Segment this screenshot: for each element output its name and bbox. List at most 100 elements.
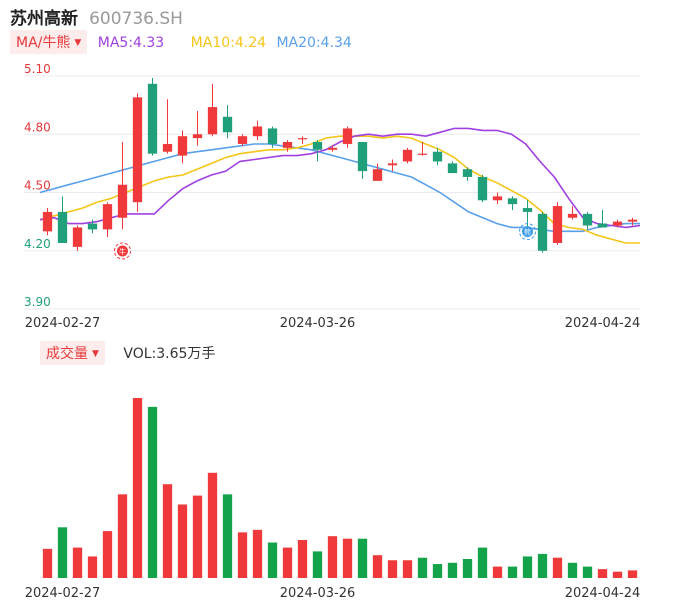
candle-body <box>57 211 68 243</box>
candle-body <box>207 107 218 135</box>
ma5-line <box>39 127 641 229</box>
volume-bar <box>72 547 83 578</box>
volume-bar <box>117 494 128 578</box>
candle-body <box>177 136 188 156</box>
candle-body <box>117 184 128 218</box>
volume-bar <box>402 560 413 578</box>
volume-bar <box>492 566 503 578</box>
candle-body <box>462 169 473 177</box>
volume-bar <box>432 564 443 578</box>
volume-bar <box>537 553 548 578</box>
volume-bar <box>357 538 368 578</box>
marker-label: 熊 <box>524 228 531 237</box>
candle-body <box>312 142 323 150</box>
candle-body <box>237 136 248 144</box>
volume-bar <box>462 558 473 578</box>
y-tick-label: 4.20 <box>24 237 51 251</box>
candle-body <box>267 128 278 144</box>
y-tick-label: 4.80 <box>24 120 51 134</box>
volume-bar <box>312 551 323 578</box>
candle-body <box>372 169 383 181</box>
chevron-down-icon: ▼ <box>92 349 99 359</box>
candle-body <box>432 151 443 162</box>
volume-bar <box>177 504 188 578</box>
ma10-legend: MA10:4.24 <box>190 35 267 51</box>
ma-legend: MA/牛熊 ▼ MA5:4.33 MA10:4.24 MA20:4.34 <box>10 30 352 54</box>
candle-body <box>417 153 428 155</box>
indicator-selector[interactable]: MA/牛熊 ▼ <box>10 30 88 54</box>
volume-bar <box>297 539 308 578</box>
x-tick-label: 2024-02-27 <box>25 586 101 601</box>
volume-bar <box>447 562 458 578</box>
volume-bar <box>267 542 278 578</box>
volume-bar <box>162 484 173 578</box>
y-tick-label: 4.50 <box>24 179 51 193</box>
volume-legend: 成交量 ▼ VOL:3.65万手 <box>40 341 216 365</box>
candle-body <box>72 227 83 247</box>
candle-body <box>222 116 233 133</box>
volume-bar <box>582 566 593 578</box>
volume-selector-label: 成交量 <box>46 346 88 362</box>
marker-dot <box>522 226 533 238</box>
candle-body <box>627 219 638 222</box>
candle-body <box>537 213 548 251</box>
marker-label: 牛 <box>119 247 126 256</box>
volume-bar <box>612 571 623 578</box>
candle-body <box>552 206 563 243</box>
volume-bar <box>207 472 218 578</box>
volume-bar <box>417 557 428 578</box>
candle-body <box>342 128 353 144</box>
candle-body <box>507 198 518 205</box>
chevron-down-icon: ▼ <box>74 38 82 48</box>
x-tick-label: 2024-04-24 <box>565 586 641 601</box>
volume-bar <box>477 547 488 578</box>
volume-bar <box>132 398 143 578</box>
volume-bar <box>507 566 518 578</box>
x-tick-label: 2024-03-26 <box>280 316 356 331</box>
candle-body <box>402 149 413 162</box>
candle-body <box>567 213 578 218</box>
candle-body <box>252 126 263 137</box>
x-tick-label: 2024-04-24 <box>565 316 641 331</box>
indicator-selector-label: MA/牛熊 <box>16 35 71 51</box>
volume-bar <box>372 555 383 578</box>
volume-bar <box>597 569 608 578</box>
volume-value: VOL:3.65万手 <box>123 346 216 362</box>
volume-bar <box>102 531 113 578</box>
ma5-legend: MA5:4.33 <box>97 35 165 51</box>
candle-body <box>147 83 158 154</box>
volume-bar <box>57 527 68 578</box>
volume-selector[interactable]: 成交量 ▼ <box>40 341 105 365</box>
x-tick-label: 2024-02-27 <box>25 316 101 331</box>
volume-bar <box>342 538 353 578</box>
y-tick-label: 5.10 <box>24 62 51 76</box>
volume-bar <box>627 570 638 578</box>
candle-body <box>477 176 488 201</box>
candle-body <box>357 142 368 172</box>
candle-body <box>162 143 173 152</box>
volume-bar <box>282 547 293 578</box>
candle-body <box>447 163 458 174</box>
volume-bar <box>552 557 563 578</box>
marker-ring <box>519 223 536 241</box>
stock-name: 苏州高新 <box>10 9 78 29</box>
candle-body <box>87 223 98 230</box>
volume-bar <box>387 560 398 578</box>
volume-bar <box>42 548 53 578</box>
y-tick-label: 3.90 <box>24 295 51 309</box>
candle-body <box>327 147 338 150</box>
candle-body <box>582 213 593 226</box>
candle-body <box>282 142 293 148</box>
volume-bar <box>567 562 578 578</box>
marker-dot <box>117 245 128 257</box>
volume-bar <box>192 495 203 578</box>
volume-bar <box>522 556 533 578</box>
volume-bar <box>327 536 338 578</box>
stock-header: 苏州高新 600736.SH <box>10 4 183 29</box>
candle-body <box>387 163 398 166</box>
marker-ring <box>114 242 131 260</box>
candle-body <box>102 204 113 230</box>
candle-body <box>192 134 203 139</box>
volume-bar <box>222 494 233 578</box>
